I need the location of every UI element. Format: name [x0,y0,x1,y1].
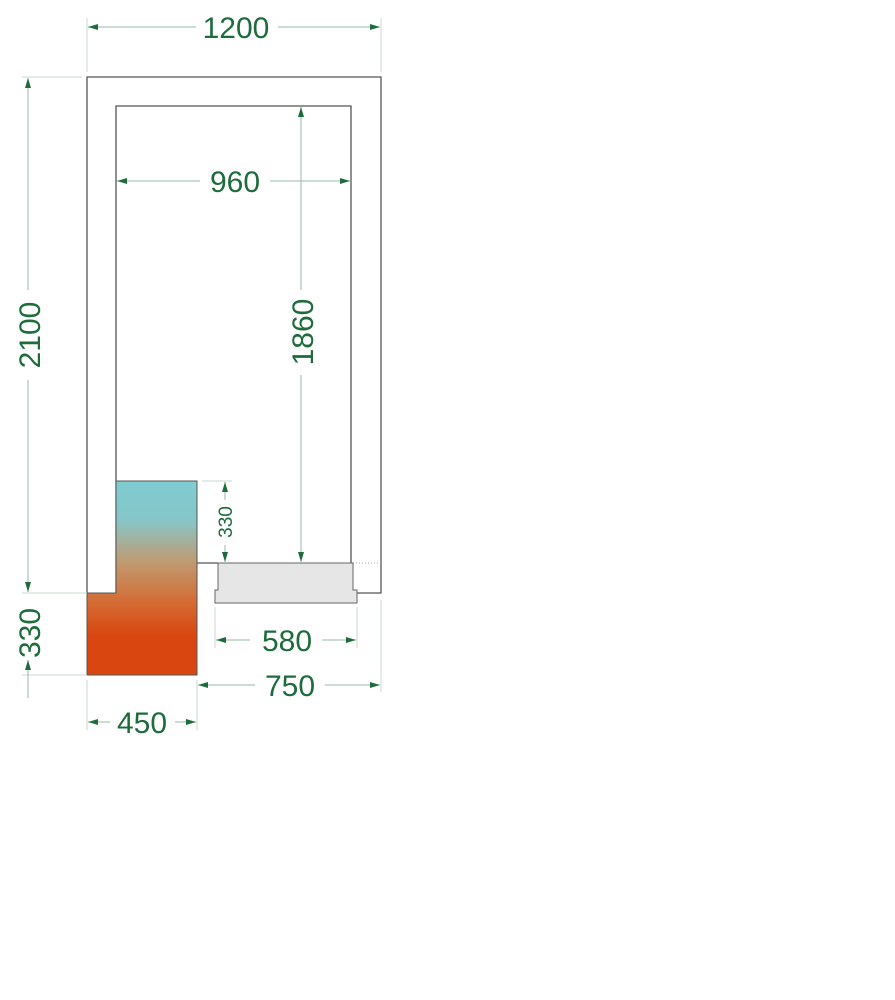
room-walls [86,76,382,594]
dim-inner-height: 1860 [287,299,320,366]
extension-lines [22,18,382,730]
dim-unit-width: 450 [117,707,167,740]
dim-outer-width: 1200 [203,12,270,45]
dimension-lines [25,24,380,725]
dim-door-offset: 750 [265,670,315,703]
dim-unit-upper-height: 330 [216,506,237,538]
door-threshold [214,562,358,604]
dim-unit-lower-height: 330 [14,608,47,658]
dim-inner-width: 960 [210,166,260,199]
dim-outer-height: 2100 [14,302,47,369]
refrigeration-unit [86,480,198,676]
dim-door-width: 580 [262,625,312,658]
